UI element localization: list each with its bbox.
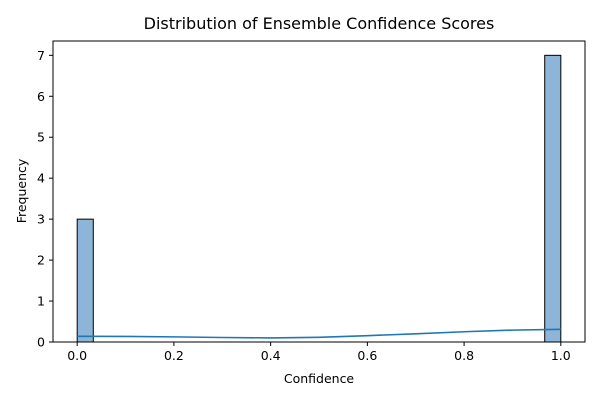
histogram-bar-0: [76, 218, 94, 343]
x-axis: 0.0 0.2 0.4 0.6 0.8 1.0: [67, 342, 571, 363]
y-tick-label-7: 7: [37, 48, 45, 63]
x-tick-label-3: 0.6: [357, 348, 377, 363]
y-tick-label-6: 6: [37, 89, 45, 104]
bars-layer: [76, 54, 562, 343]
x-tick-label-4: 0.8: [454, 348, 474, 363]
y-tick-label-4: 4: [37, 171, 45, 186]
y-axis: 0 1 2 3 4 5 6 7: [37, 48, 53, 350]
y-tick-label-0: 0: [37, 335, 45, 350]
x-tick-label-1: 0.2: [164, 348, 184, 363]
y-axis-label: Frequency: [14, 158, 29, 223]
histogram-bar-1: [544, 54, 562, 343]
chart-title: Distribution of Ensemble Confidence Scor…: [144, 14, 495, 33]
plot-frame: [52, 40, 586, 343]
x-tick-label-5: 1.0: [551, 348, 571, 363]
y-tick-label-5: 5: [37, 130, 45, 145]
y-tick-label-1: 1: [37, 294, 45, 309]
kde-layer: [77, 328, 561, 339]
x-tick-label-2: 0.4: [261, 348, 281, 363]
y-tick-label-2: 2: [37, 253, 45, 268]
y-tick-label-3: 3: [37, 212, 45, 227]
x-axis-label: Confidence: [284, 371, 355, 386]
kde-line: [77, 328, 561, 339]
x-tick-label-0: 0.0: [67, 348, 87, 363]
